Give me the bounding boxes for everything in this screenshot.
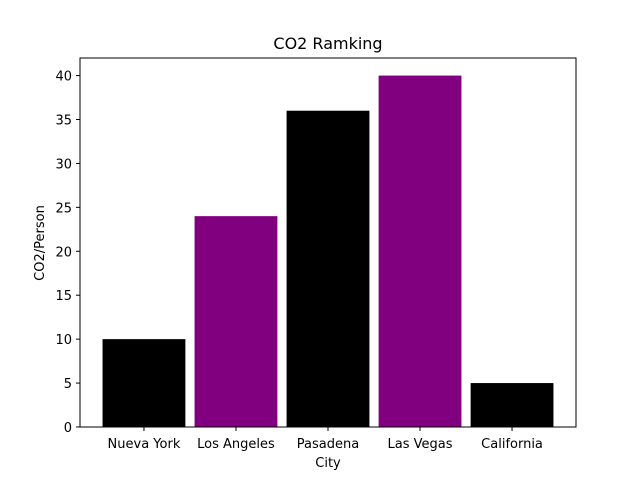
y-axis: 0 5 10 15 20 25 30 35 40 [55, 70, 80, 436]
y-tick-label: 20 [55, 245, 72, 260]
x-tick-label: Nueva York [108, 437, 181, 452]
x-tick-label: Pasadena [297, 437, 359, 452]
x-tick-label: California [481, 437, 543, 452]
bars-group [102, 75, 554, 428]
y-tick-label: 30 [55, 157, 72, 172]
y-tick-label: 15 [55, 289, 72, 304]
bar-los-angeles [194, 216, 278, 427]
x-axis: Nueva York Los Angeles Pasadena Las Vegas Ca… [108, 427, 543, 452]
bar-pasadena [286, 110, 370, 427]
bar-las-vegas [378, 75, 462, 428]
y-tick-label: 40 [55, 70, 72, 85]
bar-california [470, 383, 554, 427]
y-tick-label: 25 [55, 201, 72, 216]
plot-frame [79, 57, 577, 428]
y-tick-label: 10 [55, 333, 72, 348]
x-tick-label: Los Angeles [197, 437, 275, 452]
y-tick-label: 35 [55, 114, 72, 129]
y-tick-label: 0 [64, 421, 72, 436]
x-axis-label: City [315, 456, 341, 471]
bar-nueva-york [102, 339, 186, 427]
chart-title: CO2 Ramking [273, 34, 382, 53]
y-axis-label: CO2/Person [33, 205, 48, 281]
x-tick-label: Las Vegas [388, 437, 453, 452]
y-tick-label: 5 [64, 377, 72, 392]
